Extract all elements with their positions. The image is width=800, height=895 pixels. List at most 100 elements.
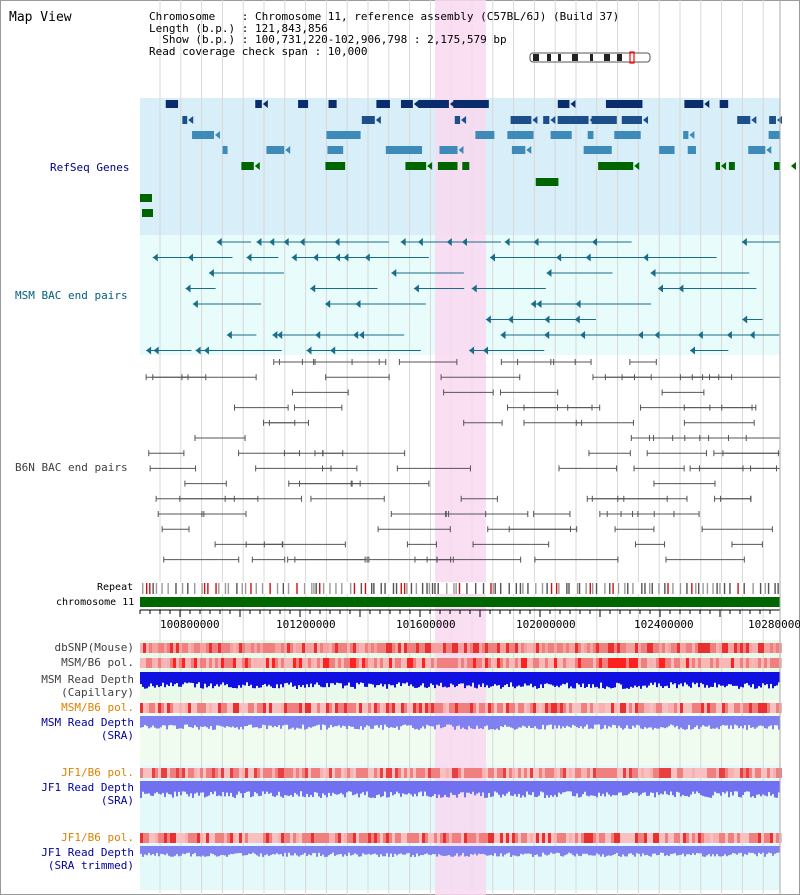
read-depth-bar: [376, 672, 378, 686]
polymorphism-cell: [191, 768, 194, 778]
polymorphism-cell: [281, 643, 284, 653]
polymorphism-cell: [698, 768, 701, 778]
read-depth-bar: [152, 846, 154, 854]
polymorphism-cell: [659, 658, 662, 668]
track-label-msm-depth-cap[interactable]: MSM Read Depth: [41, 673, 134, 686]
polymorphism-cell: [272, 658, 275, 668]
repeat-element: [296, 583, 298, 594]
polymorphism-cell: [200, 768, 203, 778]
polymorphism-cell: [401, 658, 404, 668]
polymorphism-cell: [449, 643, 452, 653]
polymorphism-cell: [344, 768, 347, 778]
repeat-element: [236, 583, 238, 594]
read-depth-bar: [468, 781, 470, 793]
repeat-element: [410, 583, 413, 594]
track-label-b6n-bac[interactable]: B6N BAC end pairs: [15, 461, 128, 474]
read-depth-bar: [702, 781, 704, 796]
polymorphism-cell: [239, 703, 242, 713]
read-depth-bar: [246, 781, 248, 792]
read-depth-bar: [746, 716, 748, 730]
gene-feature: [748, 146, 766, 154]
polymorphism-cell: [158, 768, 161, 778]
read-depth-bar: [750, 781, 752, 798]
read-depth-bar: [368, 846, 370, 854]
read-depth-bar: [170, 846, 172, 857]
track-label-jf1-depth[interactable]: JF1 Read Depth: [41, 781, 134, 794]
polymorphism-cell: [437, 703, 440, 713]
polymorphism-cell: [584, 703, 587, 713]
read-depth-bar: [358, 846, 360, 857]
track-label-dbsnp[interactable]: dbSNP(Mouse): [54, 641, 134, 654]
track-label-msm-depth-sra[interactable]: MSM Read Depth: [41, 716, 134, 729]
read-depth-bar: [162, 846, 164, 855]
polymorphism-cell: [245, 768, 248, 778]
read-depth-bar: [278, 716, 280, 726]
polymorphism-cell: [359, 658, 362, 668]
gene-feature: [361, 116, 375, 124]
read-depth-bar: [436, 846, 438, 857]
polymorphism-cell: [521, 768, 524, 778]
repeat-element: [595, 583, 598, 594]
read-depth-bar: [586, 716, 588, 725]
read-depth-bar: [268, 781, 270, 794]
read-depth-bar: [690, 781, 692, 795]
polymorphism-cell: [242, 643, 245, 653]
polymorphism-cell: [764, 658, 767, 668]
polymorphism-cell: [173, 768, 176, 778]
track-label-msm-b6-pol-2[interactable]: MSM/B6 pol.: [61, 701, 134, 714]
track-label-jf1-trim[interactable]: JF1 Read Depth: [41, 846, 134, 859]
read-depth-bar: [368, 781, 370, 798]
read-depth-bar: [496, 716, 498, 729]
read-depth-bar: [778, 716, 780, 730]
read-depth-bar: [616, 716, 618, 729]
repeat-element: [194, 583, 196, 594]
polymorphism-cell: [386, 703, 389, 713]
read-depth-bar: [334, 672, 336, 685]
polymorphism-cell: [227, 703, 230, 713]
read-depth-bar: [562, 672, 564, 684]
info-coverage-span: Read coverage check span : 10,000: [149, 44, 368, 58]
polymorphism-cell: [650, 703, 653, 713]
read-depth-bar: [232, 716, 234, 727]
polymorphism-cell: [380, 833, 383, 843]
read-depth-bar: [672, 846, 674, 854]
track-label-jf1-pol[interactable]: JF1/B6 pol.: [61, 766, 134, 779]
track-label-jf1-pol-2[interactable]: JF1/B6 pol.: [61, 831, 134, 844]
polymorphism-cell: [221, 658, 224, 668]
read-depth-bar: [720, 846, 722, 857]
read-depth-bar: [628, 716, 630, 729]
read-depth-bar: [234, 781, 236, 798]
read-depth-bar: [406, 781, 408, 795]
read-depth-bar: [750, 672, 752, 688]
track-label-msm-bac[interactable]: MSM BAC end pairs: [15, 289, 128, 302]
polymorphism-cell: [338, 658, 341, 668]
read-depth-bar: [196, 781, 198, 793]
gene-feature: [182, 116, 188, 124]
read-depth-bar: [492, 846, 494, 856]
polymorphism-cell: [350, 658, 353, 668]
read-depth-bar: [680, 672, 682, 684]
read-depth-bar: [458, 672, 460, 684]
track-label-msm-b6-pol[interactable]: MSM/B6 pol.: [61, 656, 134, 669]
polymorphism-cell: [593, 643, 596, 653]
polymorphism-cell: [542, 833, 545, 843]
polymorphism-cell: [365, 658, 368, 668]
read-depth-bar: [350, 846, 352, 856]
read-depth-bar: [464, 716, 466, 729]
read-depth-bar: [352, 781, 354, 796]
polymorphism-cell: [200, 658, 203, 668]
polymorphism-cell: [743, 768, 746, 778]
polymorphism-cell: [263, 643, 266, 653]
polymorphism-cell: [584, 643, 587, 653]
repeat-element: [395, 583, 398, 594]
read-depth-bar: [142, 716, 144, 728]
read-depth-bar: [526, 846, 528, 854]
read-depth-bar: [338, 846, 340, 855]
read-depth-bar: [316, 716, 318, 726]
gene-feature: [591, 116, 617, 124]
polymorphism-cell: [476, 768, 479, 778]
track-label-refseq[interactable]: RefSeq Genes: [50, 161, 130, 174]
gene-feature: [728, 162, 735, 170]
polymorphism-cell: [485, 658, 488, 668]
polymorphism-cell: [209, 658, 212, 668]
